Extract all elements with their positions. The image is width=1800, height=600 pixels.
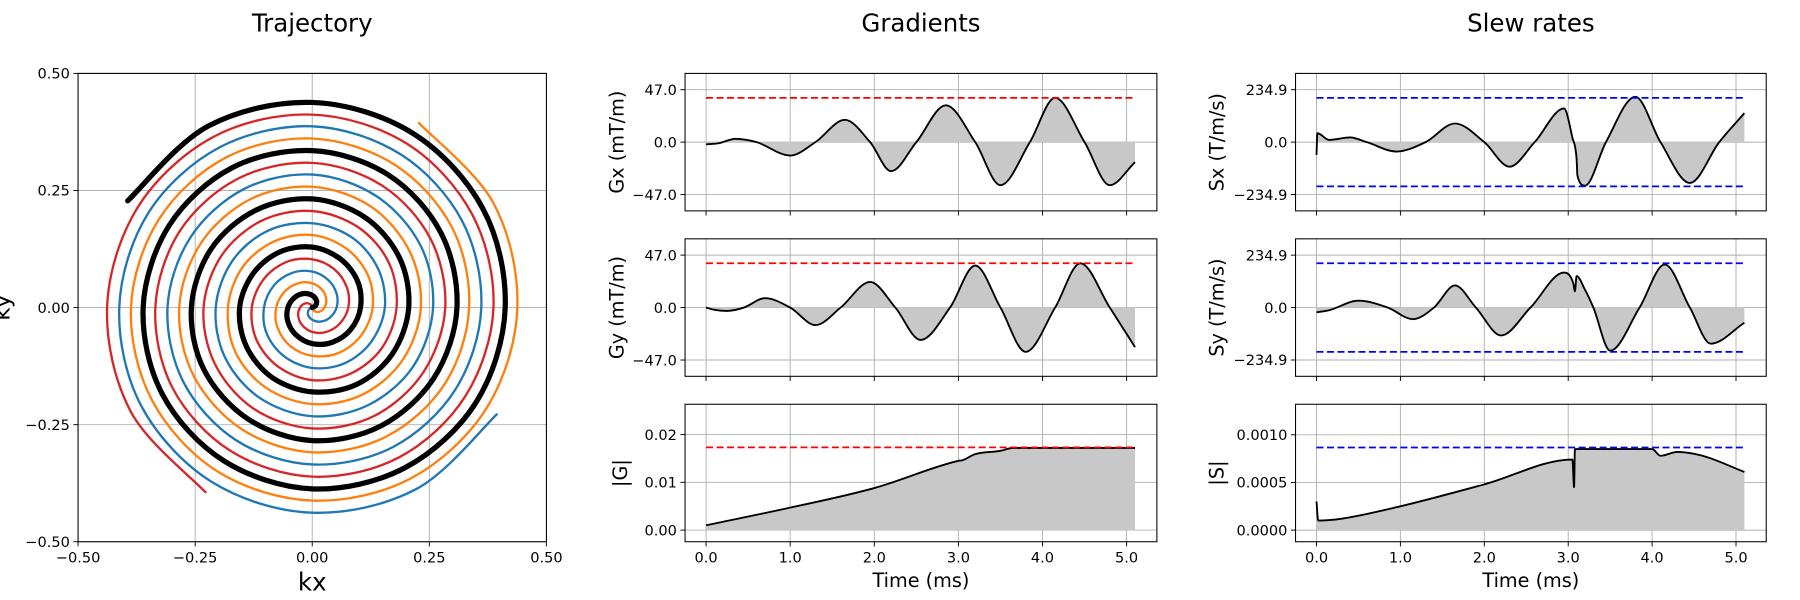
y-tick-label: −47.0 bbox=[632, 352, 677, 369]
chart-title: Slew rates bbox=[1467, 8, 1595, 37]
area-fill bbox=[1316, 449, 1745, 531]
x-tick-label: 5.0 bbox=[1724, 550, 1747, 567]
axes-frame bbox=[684, 72, 1158, 212]
x-tick-label: 0.50 bbox=[530, 550, 562, 567]
x-tick-label: 2.0 bbox=[1473, 550, 1496, 567]
y-axis-label: Gy (mT/m) bbox=[605, 256, 628, 359]
waveform-line bbox=[705, 262, 1136, 353]
y-tick-label: 234.9 bbox=[1246, 82, 1288, 99]
x-tick-label: 0.0 bbox=[1305, 550, 1328, 567]
y-axis-label: |G| bbox=[609, 459, 632, 487]
y-tick-label: 0.0010 bbox=[1236, 427, 1287, 444]
trajectory-line bbox=[129, 121, 519, 502]
y-tick-label: 0.0 bbox=[654, 134, 677, 151]
trajectory-line bbox=[118, 125, 498, 514]
y-tick-label: 0.0 bbox=[1264, 300, 1287, 317]
y-tick-label: 0.00 bbox=[645, 522, 677, 539]
y-tick-label: −0.25 bbox=[25, 417, 70, 434]
x-tick-label: −0.25 bbox=[173, 550, 218, 567]
panel: −234.9 0.0 234.9 Sy (T/m/s) bbox=[1205, 238, 1767, 381]
x-tick-label: 4.0 bbox=[1641, 550, 1664, 567]
y-tick-label: 0.0005 bbox=[1236, 475, 1287, 492]
x-tick-label: 5.0 bbox=[1115, 550, 1138, 567]
area-fill bbox=[706, 447, 1136, 531]
y-tick-label: 0.0 bbox=[1264, 134, 1287, 151]
area-fill bbox=[1316, 96, 1745, 186]
area-fill bbox=[706, 263, 1136, 352]
y-axis-label: ky bbox=[0, 294, 15, 321]
y-tick-label: 0.50 bbox=[38, 66, 70, 83]
x-tick-label: 3.0 bbox=[947, 550, 970, 567]
trajectory-line bbox=[105, 113, 495, 494]
x-tick-label: 3.0 bbox=[1557, 550, 1580, 567]
y-tick-label: 0.25 bbox=[38, 183, 70, 200]
y-tick-label: 47.0 bbox=[645, 82, 677, 99]
x-tick-label: 0.00 bbox=[296, 550, 328, 567]
x-axis-label: Time (ms) bbox=[872, 569, 970, 592]
y-tick-label: 0.0000 bbox=[1236, 522, 1287, 539]
y-tick-label: 0.01 bbox=[645, 475, 677, 492]
y-tick-label: 0.00 bbox=[38, 300, 70, 317]
x-tick-label: 2.0 bbox=[863, 550, 886, 567]
axes-frame bbox=[1295, 238, 1767, 377]
y-tick-label: −234.9 bbox=[1234, 187, 1288, 204]
y-axis-label: Sy (T/m/s) bbox=[1205, 259, 1228, 357]
y-tick-label: −47.0 bbox=[632, 187, 677, 204]
y-tick-label: 47.0 bbox=[645, 247, 677, 264]
x-axis-label: kx bbox=[298, 568, 327, 597]
axes-frame bbox=[684, 238, 1158, 377]
waveform-line bbox=[1315, 448, 1745, 522]
axes-frame bbox=[684, 403, 1158, 543]
y-tick-label: 0.02 bbox=[645, 427, 677, 444]
y-axis-label: |S| bbox=[1205, 460, 1228, 485]
waveform-line bbox=[1316, 263, 1745, 352]
y-tick-label: 234.9 bbox=[1246, 247, 1288, 264]
y-tick-label: −234.9 bbox=[1234, 352, 1288, 369]
x-tick-label: 1.0 bbox=[1389, 550, 1412, 567]
x-tick-label: 0.25 bbox=[413, 550, 445, 567]
trajectory-line bbox=[125, 99, 508, 492]
waveform-line bbox=[1315, 95, 1746, 187]
axes-frame bbox=[77, 72, 547, 543]
axes-frame bbox=[1295, 72, 1767, 212]
x-tick-label: −0.50 bbox=[56, 550, 101, 567]
chart-title: Trajectory bbox=[251, 8, 373, 37]
panel: −47.0 0.0 47.0 Gy (mT/m) bbox=[605, 238, 1158, 381]
x-axis-label: Time (ms) bbox=[1481, 569, 1579, 592]
area-fill bbox=[706, 97, 1136, 186]
y-axis-label: Gx (mT/m) bbox=[605, 91, 628, 194]
panel: −0.50 −0.25 0.00 0.25 0.50 −0.50 −0.25 0.00 0.25… bbox=[0, 8, 563, 596]
x-tick-label: 4.0 bbox=[1031, 550, 1054, 567]
y-tick-label: −0.50 bbox=[25, 534, 70, 551]
x-tick-label: 1.0 bbox=[779, 550, 802, 567]
panel: −234.9 0.0 234.9 Slew rates Sx (T/m/s) bbox=[1205, 8, 1767, 216]
chart-title: Gradients bbox=[861, 8, 980, 37]
panel: −47.0 0.0 47.0 Gradients Gx (mT/m) bbox=[605, 8, 1158, 216]
panel: 0.0 1.0 2.0 3.0 4.0 5.0 0.0000 0.0005 0.0010 |S| T… bbox=[1205, 403, 1767, 592]
panel: 0.0 1.0 2.0 3.0 4.0 5.0 0.00 0.01 0.02 |G| Time (m… bbox=[609, 403, 1158, 592]
y-tick-label: 0.0 bbox=[654, 300, 677, 317]
y-axis-label: Sx (T/m/s) bbox=[1205, 93, 1228, 191]
x-tick-label: 0.0 bbox=[695, 550, 718, 567]
axes-frame bbox=[1295, 403, 1767, 543]
